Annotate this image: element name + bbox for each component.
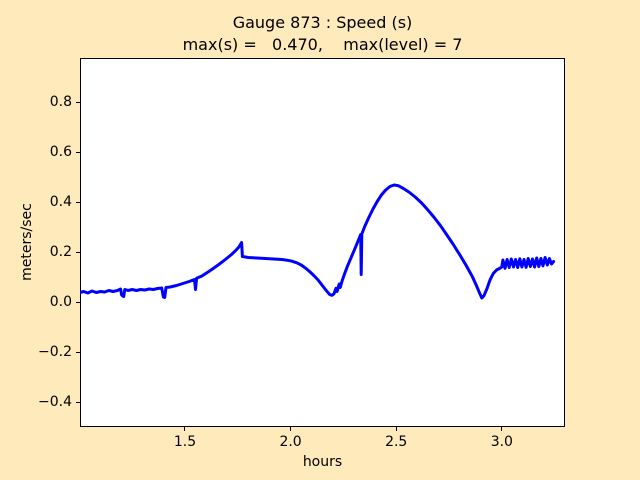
x-axis-tick — [184, 427, 186, 431]
y-axis-tick — [76, 401, 80, 403]
x-tick-label: 2.0 — [279, 434, 302, 450]
y-axis-tick — [76, 351, 80, 353]
x-tick-label: 1.5 — [173, 434, 197, 450]
y-axis-tick — [76, 151, 80, 153]
y-axis-tick — [76, 201, 80, 203]
chart-title: Gauge 873 : Speed (s) — [232, 13, 413, 32]
chart-subtitle: max(s) = 0.470, max(level) = 7 — [182, 35, 463, 54]
y-tick-label: 0.2 — [49, 243, 72, 260]
x-axis-tick — [395, 427, 397, 431]
y-tick-label: 0.4 — [49, 193, 72, 210]
x-axis-tick — [501, 427, 503, 431]
plot-area — [80, 58, 565, 427]
x-tick-label: 3.0 — [490, 434, 513, 450]
y-tick-label: −0.2 — [38, 343, 72, 360]
y-axis-tick — [76, 251, 80, 253]
y-axis-label: meters/sec — [19, 203, 35, 281]
y-tick-label: 0.0 — [49, 293, 72, 310]
y-tick-label: 0.8 — [49, 93, 72, 110]
y-tick-label: 0.6 — [49, 143, 72, 160]
y-tick-label: −0.4 — [38, 393, 72, 410]
y-axis-tick — [76, 301, 80, 303]
y-axis-tick — [76, 101, 80, 103]
x-tick-label: 2.5 — [385, 434, 408, 450]
chart-title-block: Gauge 873 : Speed (s) max(s) = 0.470, ma… — [80, 12, 565, 56]
x-axis-label: hours — [302, 454, 343, 470]
x-axis-tick — [290, 427, 292, 431]
